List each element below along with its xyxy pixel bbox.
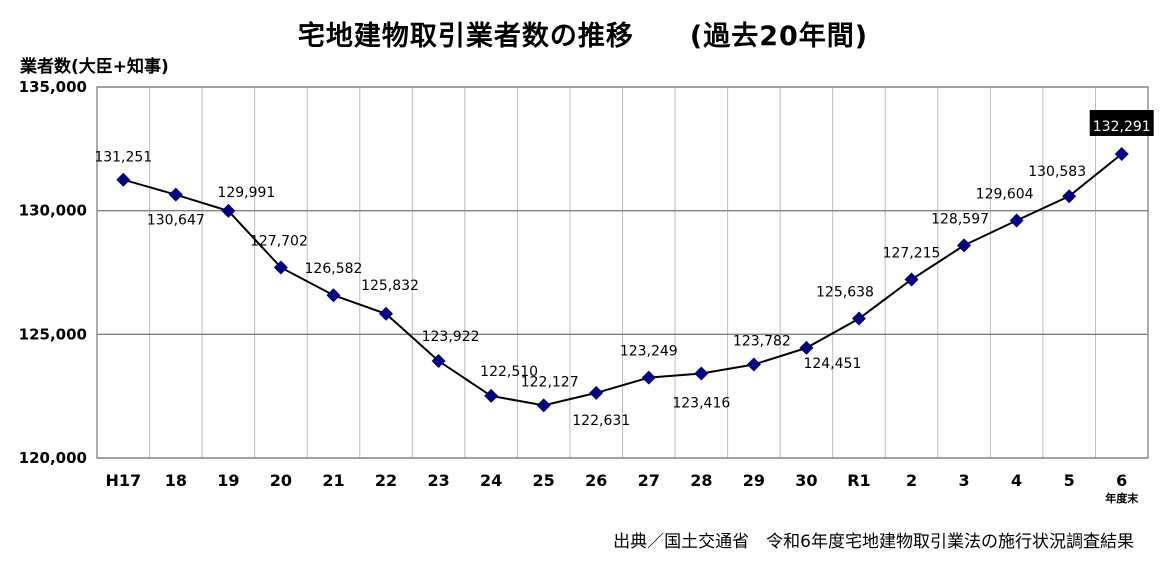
x-tick-label: 20: [270, 471, 292, 490]
data-point-marker: [904, 272, 919, 287]
x-tick-label: 3: [959, 471, 970, 490]
x-tick-label: 18: [165, 471, 187, 490]
data-label: 130,647: [147, 213, 205, 229]
x-tick-label: H17: [105, 471, 141, 490]
x-tick-label: 21: [322, 471, 344, 490]
data-point-marker: [1062, 189, 1077, 204]
y-tick-label: 125,000: [19, 325, 87, 343]
chart-title: 宅地建物取引業者数の推移 (過去20年間): [297, 21, 869, 52]
x-tick-label: 27: [638, 471, 660, 490]
data-label: 125,638: [816, 285, 874, 301]
data-label: 126,582: [305, 261, 363, 277]
x-tick-label: 2: [906, 471, 917, 490]
grid: [97, 86, 1148, 459]
data-label: 128,597: [931, 211, 989, 227]
plot-frame: [96, 86, 1149, 459]
data-label: 130,583: [1028, 164, 1086, 180]
data-label: 124,451: [803, 356, 861, 372]
highlight-label-box: [1089, 110, 1154, 137]
x-tick-label: 4: [1011, 471, 1022, 490]
series-line: [123, 153, 1123, 407]
data-label: 123,416: [672, 396, 730, 412]
data-label: 122,510: [480, 364, 538, 380]
data-point-marker: [1114, 147, 1129, 162]
data-point-marker: [326, 288, 341, 303]
series-markers: [116, 147, 1129, 413]
data-label: 129,991: [217, 185, 275, 201]
y-axis-label: 業者数(大臣+知事): [20, 57, 169, 77]
x-tick-label: 5: [1064, 471, 1075, 490]
data-point-marker: [168, 187, 183, 202]
data-point-marker: [431, 353, 446, 368]
y-tick-label: 135,000: [19, 78, 87, 96]
data-point-marker: [379, 306, 394, 321]
y-tick-label: 130,000: [19, 202, 87, 220]
data-label: 122,127: [521, 374, 579, 390]
x-tick-label: 26: [585, 471, 607, 490]
data-point-marker: [746, 357, 761, 372]
x-tick-label: 22: [375, 471, 397, 490]
x-tick-label: 29: [743, 471, 765, 490]
x-tick-label: 25: [533, 471, 555, 490]
data-point-marker: [851, 311, 866, 326]
data-point-marker: [641, 370, 656, 385]
x-axis-unit: 年度末: [1105, 491, 1139, 505]
x-tick-label: 19: [217, 471, 239, 490]
data-point-marker: [694, 366, 709, 381]
data-point-marker: [799, 340, 814, 355]
series-polyline: [123, 153, 1123, 407]
data-point-marker: [1009, 213, 1024, 228]
x-tick-label: 28: [690, 471, 712, 490]
x-tick-label: R1: [847, 471, 870, 490]
x-tick-label: 24: [480, 471, 502, 490]
data-label: 132,291: [1093, 119, 1151, 135]
x-tick-label: 6: [1116, 471, 1127, 490]
data-label: 131,251: [94, 150, 152, 166]
y-tick-label: 120,000: [19, 449, 87, 467]
data-label: 127,702: [250, 234, 308, 250]
data-label: 123,782: [733, 333, 791, 349]
data-label: 125,832: [361, 278, 419, 294]
data-label: 122,631: [572, 413, 630, 429]
data-point-marker: [484, 388, 499, 403]
data-point-marker: [589, 385, 604, 400]
source-note: 出典／国土交通省 令和6年度宅地建物取引業法の施行状況調査結果: [613, 532, 1134, 552]
data-point-marker: [957, 238, 972, 253]
data-label: 123,922: [422, 329, 480, 345]
data-labels: 131,251 130,647 129,991 127,702 126,582125,8…: [94, 110, 1154, 429]
data-label: 127,215: [883, 246, 941, 262]
x-tick-label: 23: [427, 471, 449, 490]
data-label: 129,604: [976, 186, 1034, 202]
data-point-marker: [116, 172, 131, 187]
data-point-marker: [273, 260, 288, 275]
data-point-marker: [536, 398, 551, 413]
data-label: 123,249: [620, 344, 678, 360]
x-tick-label: 30: [795, 471, 817, 490]
data-point-marker: [221, 203, 236, 218]
